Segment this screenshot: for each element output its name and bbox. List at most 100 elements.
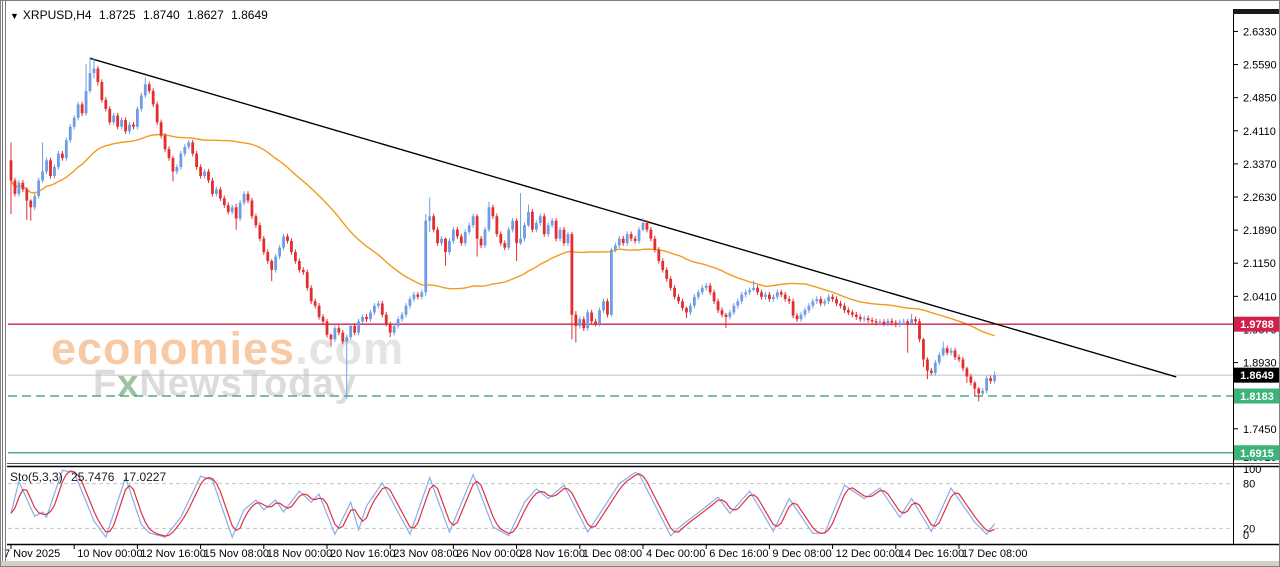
main-plot-area[interactable] bbox=[8, 57, 1233, 454]
candle-body bbox=[499, 234, 503, 244]
candle-body bbox=[112, 115, 116, 123]
candle-body bbox=[495, 216, 499, 235]
candle-body bbox=[84, 90, 88, 114]
candle-body bbox=[641, 222, 645, 230]
candle-body bbox=[523, 225, 526, 239]
candle-body bbox=[914, 319, 917, 322]
candle-body bbox=[116, 115, 120, 127]
candle-body bbox=[471, 216, 475, 226]
candle-body bbox=[17, 182, 21, 194]
candle-body bbox=[337, 328, 341, 333]
candle-body bbox=[139, 95, 143, 109]
candle-body bbox=[665, 269, 669, 279]
candle-body bbox=[21, 182, 25, 190]
candle-body bbox=[574, 314, 578, 326]
chart-frame bbox=[7, 9, 1279, 546]
candle-body bbox=[270, 261, 274, 270]
candle-body bbox=[250, 200, 254, 217]
candle-body bbox=[440, 238, 443, 244]
candle-body bbox=[807, 305, 811, 311]
price-level-badge: 1.8183 bbox=[1234, 388, 1279, 404]
price-tick-label: 2.5590 bbox=[1243, 60, 1277, 72]
candle-body bbox=[799, 314, 803, 320]
date-tick-label: 20 Nov 16:00 bbox=[330, 548, 395, 560]
candle-body bbox=[459, 236, 463, 244]
candle-body bbox=[716, 301, 720, 311]
candle-body bbox=[602, 301, 605, 311]
candle-body bbox=[155, 104, 159, 123]
candle-body bbox=[424, 220, 428, 293]
candle-body bbox=[712, 292, 716, 302]
candle-body bbox=[9, 160, 13, 181]
candle-body bbox=[274, 256, 278, 270]
candle-body bbox=[933, 362, 937, 373]
candle-body bbox=[827, 296, 831, 302]
candle-body bbox=[689, 305, 692, 313]
candle-body bbox=[949, 350, 953, 353]
candle-body bbox=[637, 229, 641, 241]
candle-body bbox=[491, 207, 495, 217]
price-badge-bg bbox=[1234, 316, 1279, 332]
candle-body bbox=[345, 337, 349, 342]
candle-body bbox=[262, 238, 266, 253]
date-tick-label: 17 Dec 08:00 bbox=[962, 548, 1027, 560]
stochastic-panel[interactable] bbox=[8, 469, 1233, 539]
candle-body bbox=[546, 225, 550, 235]
candle-body bbox=[728, 312, 732, 317]
candle-body bbox=[653, 238, 657, 250]
candle-body bbox=[550, 220, 554, 226]
stochastic-d-line bbox=[10, 470, 995, 537]
candle-body bbox=[843, 305, 846, 311]
candle-body bbox=[621, 238, 625, 244]
candle-body bbox=[100, 82, 104, 100]
candle-body bbox=[234, 207, 238, 219]
candle-body bbox=[432, 216, 436, 230]
candle-body bbox=[380, 303, 384, 315]
candle-body bbox=[53, 167, 56, 176]
candle-body bbox=[187, 142, 191, 147]
candle-body bbox=[290, 240, 293, 253]
candle-body bbox=[428, 216, 432, 221]
candle-body bbox=[132, 124, 135, 127]
quote-low: 1.8627 bbox=[187, 8, 224, 22]
candle-body bbox=[673, 287, 676, 297]
candle-body bbox=[586, 312, 590, 329]
date-tick-label: 28 Nov 16:00 bbox=[520, 548, 585, 560]
candle-body bbox=[617, 238, 621, 246]
candle-body bbox=[874, 321, 878, 323]
candle-body bbox=[305, 272, 309, 288]
candle-body bbox=[29, 200, 33, 208]
price-tick-label: 2.4850 bbox=[1243, 93, 1277, 105]
candle-body bbox=[764, 294, 767, 297]
candle-body bbox=[258, 225, 262, 239]
candle-body bbox=[376, 303, 380, 306]
candle-body bbox=[669, 278, 673, 288]
candle-body bbox=[910, 319, 913, 324]
candle-body bbox=[88, 73, 92, 91]
price-tick-label: 1.7450 bbox=[1243, 424, 1277, 436]
candle-body bbox=[748, 290, 752, 293]
candle-body bbox=[361, 316, 364, 322]
window-corner-bar bbox=[1233, 9, 1279, 14]
stochastic-name: Sto(5,3,3) bbox=[10, 470, 63, 484]
sto-scale-label: 80 bbox=[1243, 479, 1255, 491]
candle-body bbox=[246, 193, 250, 201]
candle-body bbox=[527, 211, 530, 226]
candle-body bbox=[163, 135, 167, 150]
price-axis[interactable]: 2.6330 2.5590 2.4850 2.4110 2.3370 2.2630 2.18… bbox=[1233, 26, 1280, 542]
candle-body bbox=[222, 198, 226, 206]
candle-body bbox=[898, 322, 902, 325]
candle-body bbox=[610, 249, 613, 315]
candle-body bbox=[301, 269, 305, 273]
price-tick-label: 1.8930 bbox=[1243, 358, 1277, 370]
date-tick-label: 12 Dec 00:00 bbox=[836, 548, 901, 560]
collapse-arrow-icon[interactable]: ▼ bbox=[10, 11, 19, 21]
candle-body bbox=[937, 354, 941, 363]
price-tick-label: 2.0410 bbox=[1243, 291, 1277, 303]
candle-body bbox=[329, 334, 333, 340]
candle-body bbox=[226, 205, 230, 212]
candle-body bbox=[400, 314, 404, 320]
price-tick-label: 2.1890 bbox=[1243, 225, 1277, 237]
